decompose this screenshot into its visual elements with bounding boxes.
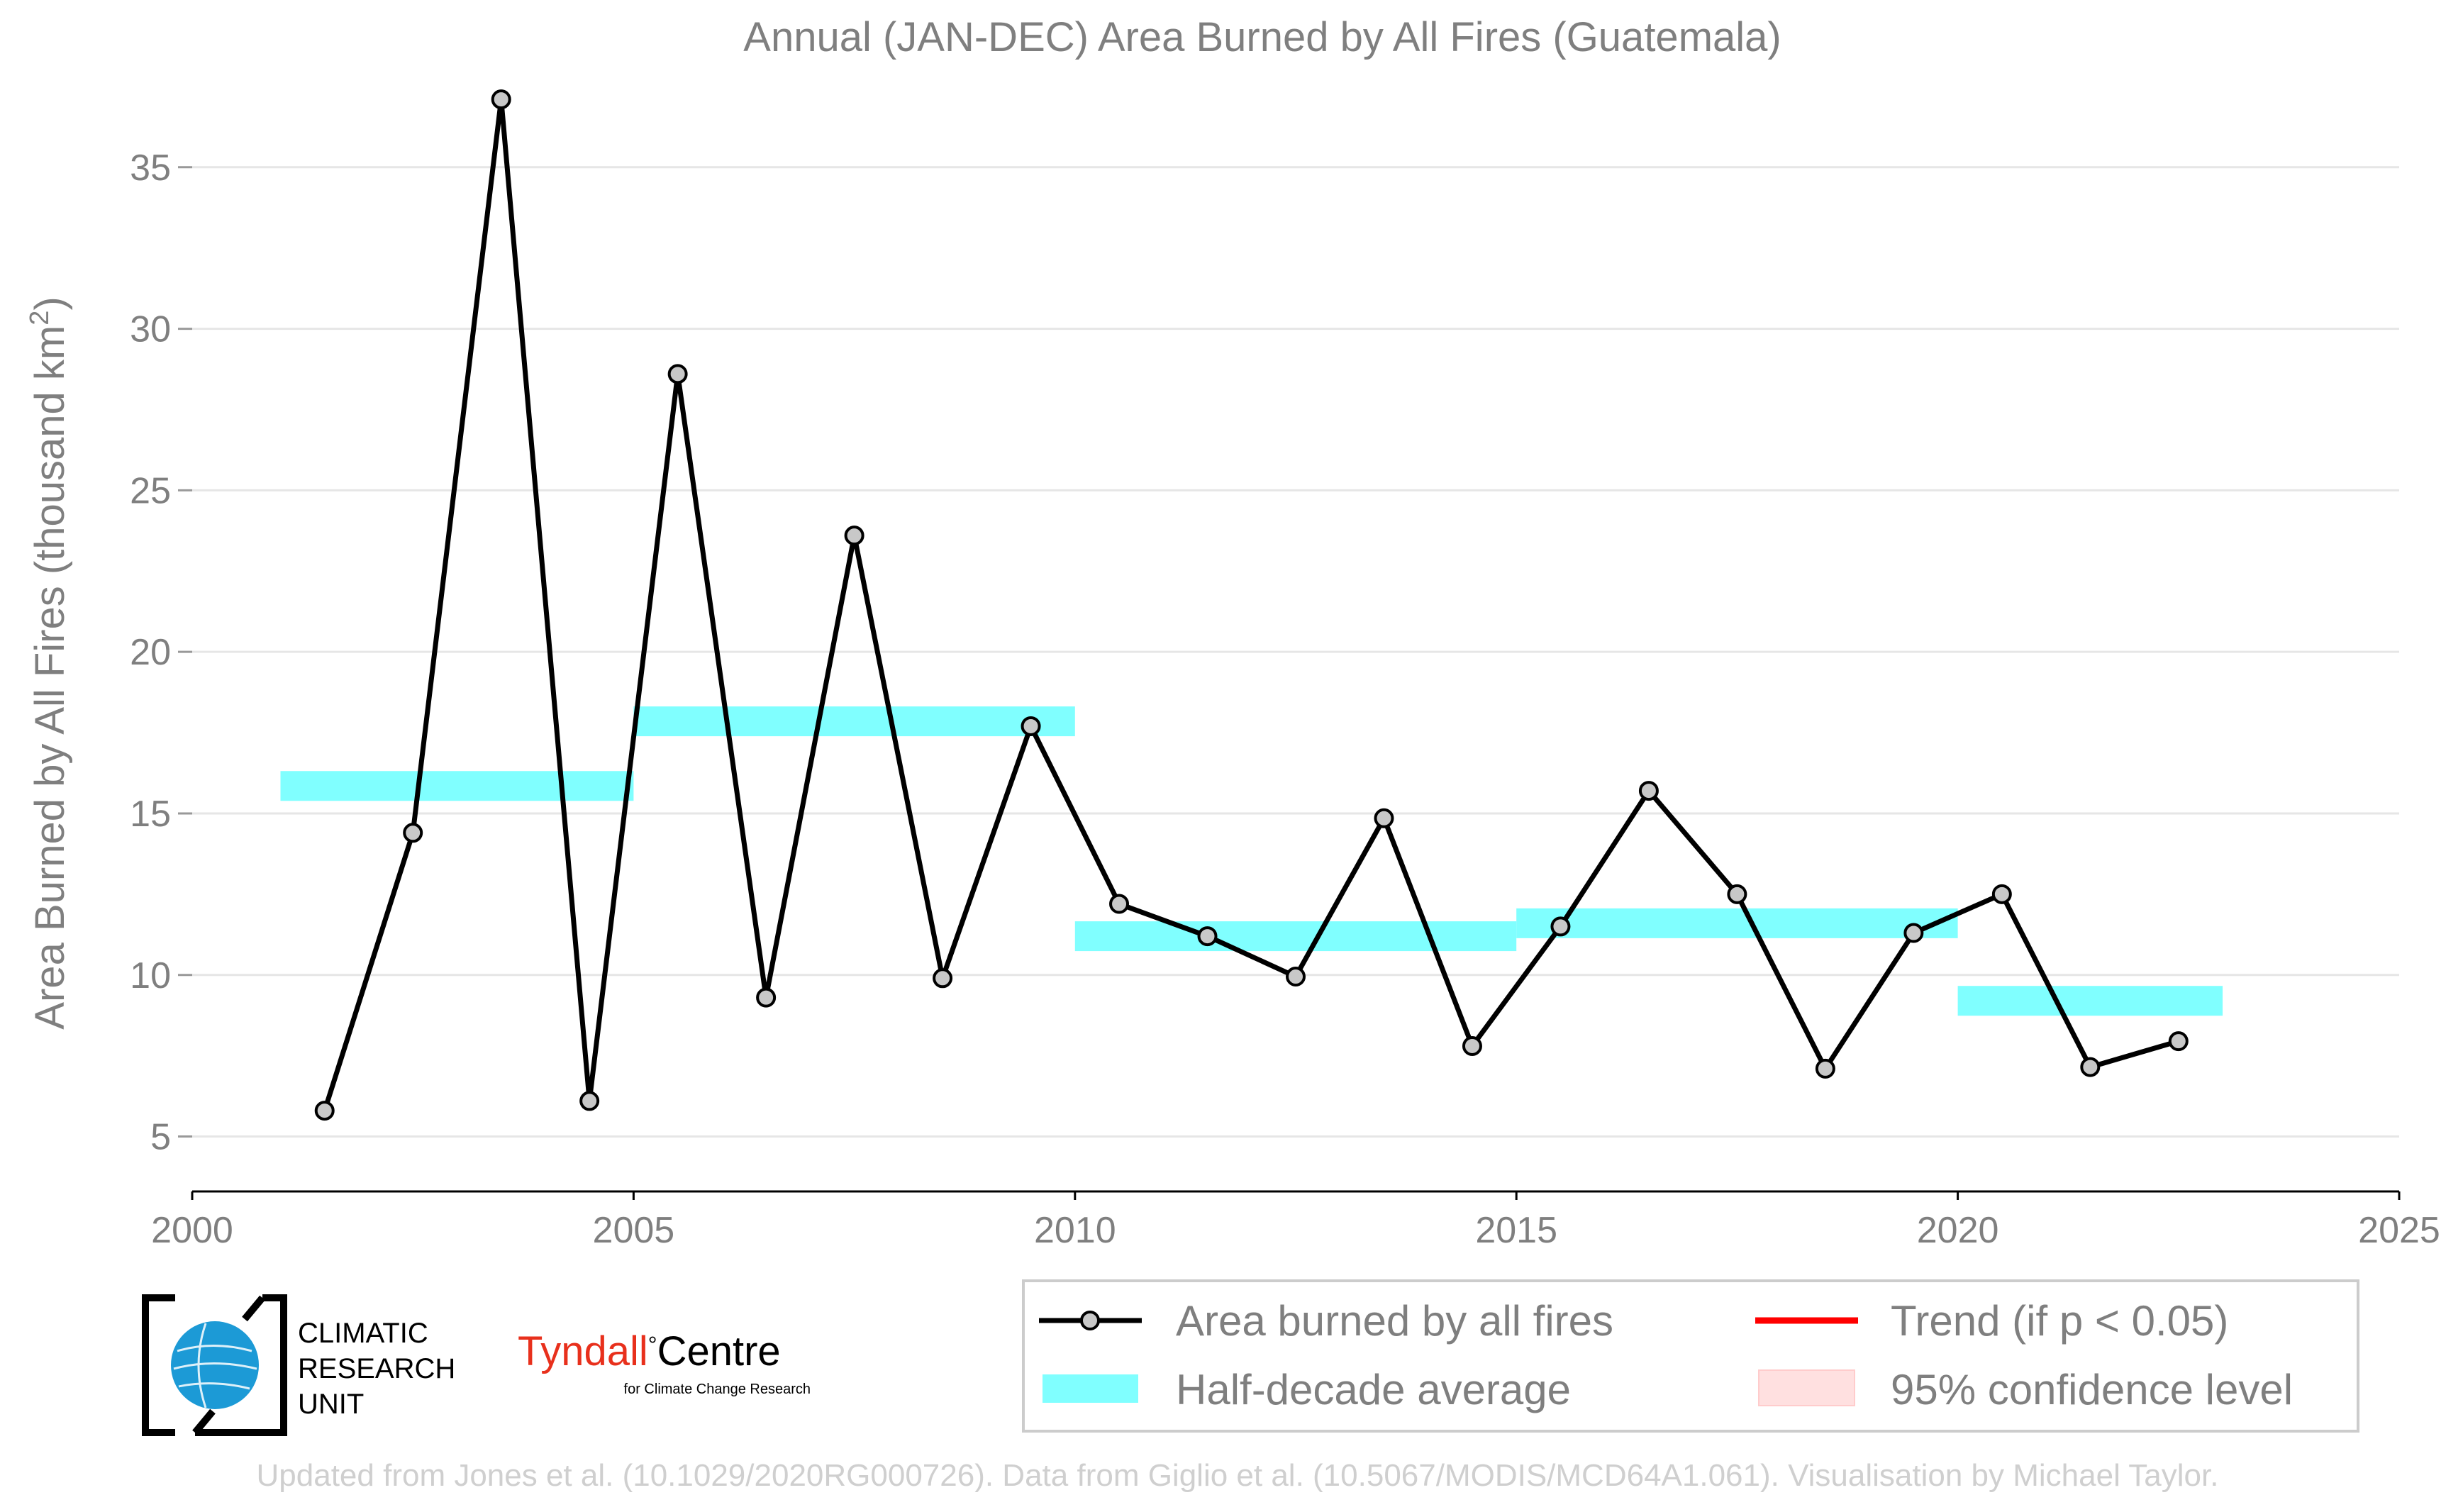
data-point — [1374, 808, 1394, 828]
y-tick-label: 25 — [130, 470, 171, 511]
y-tick-label: 15 — [130, 794, 171, 835]
cru-logo-bracket — [142, 1294, 287, 1436]
data-point — [1109, 894, 1130, 914]
cru-line-2: RESEARCH — [298, 1353, 455, 1384]
y-tick-label: 30 — [130, 309, 171, 350]
data-point — [403, 823, 423, 843]
data-point — [1550, 916, 1571, 937]
cru-logo-slash — [242, 1295, 265, 1322]
data-point — [579, 1091, 600, 1111]
tyndall-wordmark: Tyndall°Centre — [518, 1328, 781, 1374]
average-bar — [280, 771, 634, 801]
data-point — [1815, 1058, 1835, 1079]
legend-label-average: Half-decade average — [1176, 1366, 1571, 1413]
data-point — [1021, 716, 1041, 736]
legend-average-swatch — [1043, 1374, 1138, 1403]
cru-logo: CLIMATIC RESEARCH UNIT — [142, 1294, 455, 1436]
data-point — [844, 526, 864, 546]
globe-icon — [171, 1321, 259, 1409]
legend-label-confidence: 95% confidence level — [1891, 1366, 2293, 1413]
y-tick-label: 20 — [130, 632, 171, 673]
series-lines — [322, 96, 2179, 1112]
cru-line-3: UNIT — [298, 1389, 364, 1420]
legend-label-area: Area burned by all fires — [1176, 1297, 1613, 1345]
credit-text: Updated from Jones et al. (10.1029/2020R… — [257, 1458, 2219, 1493]
x-tick-label: 2000 — [151, 1210, 233, 1251]
data-point — [491, 89, 511, 110]
x-tick-label: 2020 — [1917, 1210, 1999, 1251]
average-bar — [633, 706, 1075, 737]
data-point — [1903, 923, 1924, 943]
legend-marker-swatch — [1080, 1311, 1100, 1330]
chart-title: Annual (JAN-DEC) Area Burned by All Fire… — [743, 14, 1781, 60]
legend-frame — [1022, 1279, 2359, 1433]
data-point — [1197, 926, 1218, 947]
data-point — [933, 968, 953, 989]
y-tick-label: 35 — [130, 148, 171, 189]
x-tick-label: 2010 — [1034, 1210, 1116, 1251]
cru-line-1: CLIMATIC — [298, 1318, 428, 1349]
x-tick-label: 2015 — [1475, 1210, 1557, 1251]
data-point — [2080, 1057, 2101, 1077]
x-tick-label: 2025 — [2358, 1210, 2440, 1251]
average-bar — [1516, 908, 1958, 938]
average-bar — [1957, 986, 2223, 1016]
legend: Area burned by all fires Half-decade ave… — [1022, 1279, 2359, 1433]
data-point — [2168, 1031, 2189, 1052]
data-point — [756, 987, 777, 1008]
grid — [192, 166, 2399, 1138]
cru-logo-slash — [192, 1408, 216, 1435]
series-line — [322, 96, 2179, 1112]
series-points — [314, 89, 2189, 1121]
data-point — [314, 1101, 335, 1121]
data-point — [667, 364, 688, 384]
data-point — [1638, 781, 1659, 801]
y-tick-label: 5 — [150, 1117, 171, 1158]
globe-icon-lines — [173, 1323, 257, 1408]
data-point — [1991, 884, 2012, 904]
tyndall-subtitle: for Climate Change Research — [624, 1382, 811, 1397]
legend-label-trend: Trend (if p < 0.05) — [1891, 1297, 2228, 1345]
y-axis-label: Area Burned by All Fires (thousand km2) — [25, 296, 73, 1029]
average-bar — [1074, 921, 1517, 952]
data-point — [1462, 1035, 1482, 1056]
data-point — [1286, 967, 1306, 987]
legend-confidence-swatch — [1758, 1369, 1855, 1406]
x-ticks: 2000 2005 2010 2015 2020 2025 — [151, 1191, 2440, 1251]
y-tick-label: 10 — [130, 955, 171, 996]
x-tick-label: 2005 — [593, 1210, 675, 1251]
half-decade-averages — [280, 706, 2223, 1016]
tyndall-logo: Tyndall°Centre for Climate Change Resear… — [518, 1328, 811, 1397]
y-ticks: 5 10 15 20 25 30 35 — [130, 148, 192, 1158]
data-point — [1727, 884, 1747, 904]
